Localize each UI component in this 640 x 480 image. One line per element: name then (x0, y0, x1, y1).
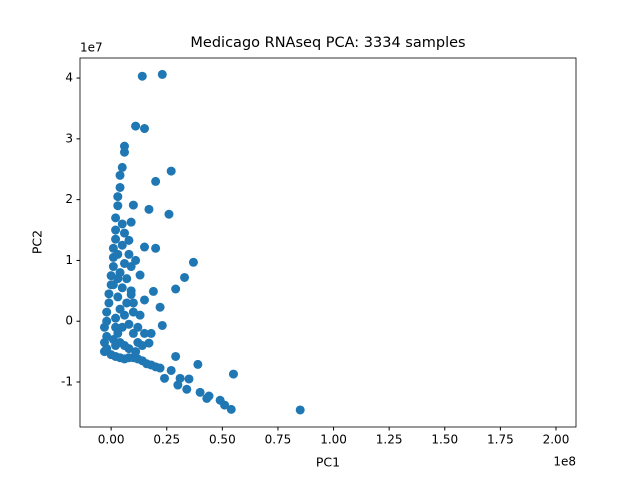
point (188, 257, 198, 267)
point (164, 209, 174, 219)
point (122, 298, 132, 308)
point (119, 310, 129, 320)
point (124, 249, 134, 259)
point (157, 320, 167, 330)
x-tick-label: 2.00 (543, 433, 570, 447)
point (128, 200, 138, 210)
point (157, 69, 167, 79)
point (117, 240, 127, 250)
point (140, 124, 150, 134)
point (173, 380, 183, 390)
point (126, 286, 136, 296)
point (108, 262, 118, 272)
point (104, 289, 114, 299)
point (117, 219, 127, 229)
point (117, 162, 127, 172)
point (102, 307, 112, 317)
point (151, 176, 161, 186)
x-tick-label: 1.50 (431, 433, 458, 447)
point (133, 322, 143, 332)
point (131, 121, 141, 131)
x-tick-label: 1.25 (376, 433, 403, 447)
point (142, 359, 152, 369)
point (226, 404, 236, 414)
x-tick-label: 0.00 (98, 433, 125, 447)
point (111, 313, 121, 323)
point (119, 228, 129, 238)
point (202, 393, 212, 403)
point (111, 234, 121, 244)
point (113, 192, 123, 202)
point (151, 243, 161, 253)
point (104, 298, 114, 308)
point (180, 272, 190, 282)
point (228, 369, 238, 379)
point (115, 338, 125, 348)
point (135, 310, 145, 320)
x-axis-label: PC1 (316, 455, 340, 470)
point (166, 365, 176, 375)
point (102, 316, 112, 326)
y-tick-label: 1 (65, 253, 73, 267)
point (115, 170, 125, 180)
point (160, 373, 170, 383)
x-tick-label: 1.75 (487, 433, 514, 447)
point (137, 341, 147, 351)
point (115, 182, 125, 192)
point (131, 255, 141, 265)
point (146, 328, 156, 338)
point (131, 347, 141, 357)
point (195, 387, 205, 397)
point (113, 201, 123, 211)
point (128, 298, 138, 308)
point (140, 328, 150, 338)
y-tick-label: 0 (65, 314, 73, 328)
point (184, 374, 194, 384)
point (140, 242, 150, 252)
point (193, 359, 203, 369)
point (126, 217, 136, 227)
point (182, 384, 192, 394)
point (135, 270, 145, 280)
chart-title: Medicago RNAseq PCA: 3334 samples (190, 35, 465, 51)
point (155, 302, 165, 312)
x-tick-label: 0.50 (209, 433, 236, 447)
y-tick-label: -1 (61, 375, 73, 389)
x-tick-label: 0.25 (153, 433, 180, 447)
plot-frame (79, 57, 577, 428)
point (113, 274, 123, 284)
point (295, 405, 305, 415)
y-tick-label: 3 (65, 131, 73, 145)
point (113, 292, 123, 302)
point (111, 322, 121, 332)
point (220, 400, 230, 410)
point (148, 286, 158, 296)
point (171, 351, 181, 361)
point (151, 362, 161, 372)
point (140, 295, 150, 305)
y-offset-label: 1e7 (80, 41, 103, 55)
point (144, 204, 154, 214)
x-tick-label: 1.00 (320, 433, 347, 447)
point (137, 71, 147, 81)
x-offset-label: 1e8 (553, 455, 576, 469)
y-tick-label: 4 (65, 71, 73, 85)
point (166, 166, 176, 176)
point (111, 225, 121, 235)
point (119, 147, 129, 157)
point (113, 249, 123, 259)
point (111, 213, 121, 223)
y-tick-label: 2 (65, 192, 73, 206)
point (117, 283, 127, 293)
point (171, 284, 181, 294)
point (124, 235, 134, 245)
x-tick-label: 0.75 (265, 433, 292, 447)
point (122, 274, 132, 284)
y-axis-label: PC2 (30, 230, 45, 254)
point (124, 319, 134, 329)
